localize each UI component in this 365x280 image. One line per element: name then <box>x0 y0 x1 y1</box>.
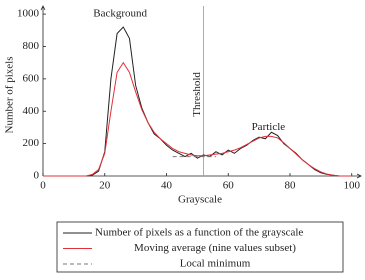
x-tick-label: 20 <box>99 180 111 192</box>
annotation: Particle <box>252 121 286 133</box>
x-tick-label: 60 <box>223 180 235 192</box>
legend-box <box>56 221 344 273</box>
y-tick-label: 400 <box>23 105 40 117</box>
legend-label: Number of pixels as a function of the gr… <box>95 227 303 239</box>
y-tick-label: 200 <box>23 137 40 149</box>
x-tick-label: 80 <box>284 180 296 192</box>
y-tick-label: 0 <box>34 170 40 182</box>
series-line <box>43 61 352 177</box>
x-tick-label: 0 <box>40 180 46 192</box>
x-axis-label: Grayscale <box>178 194 222 206</box>
annotation: Background <box>93 8 147 20</box>
y-tick-label: 600 <box>23 72 40 84</box>
y-axis-arrow <box>40 5 46 11</box>
y-tick-label: 800 <box>23 40 40 52</box>
y-tick-label: 1000 <box>17 8 40 20</box>
legend-label: Moving average (nine values subset) <box>134 242 296 254</box>
x-axis-arrow <box>356 173 362 179</box>
threshold-label: Threshold <box>191 72 203 117</box>
x-tick-label: 100 <box>343 180 360 192</box>
x-tick-label: 40 <box>161 180 173 192</box>
legend-label: Local minimum <box>180 258 251 270</box>
y-axis-label: Number of pixels <box>4 57 16 134</box>
